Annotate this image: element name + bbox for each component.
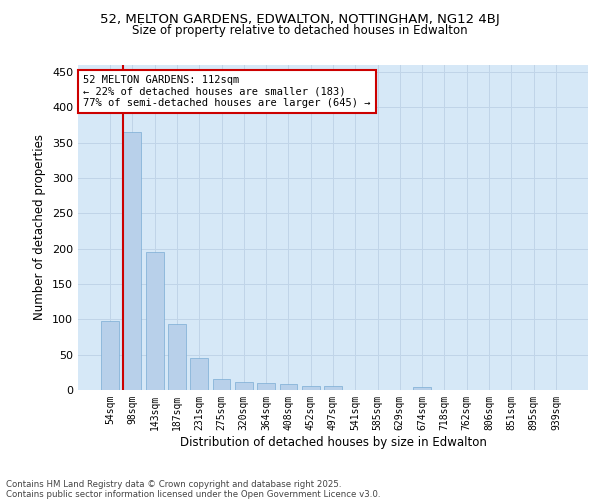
Bar (212, 380, 230, 390)
Bar (146, 252, 164, 390)
Bar (235, 382, 253, 390)
Bar (124, 132, 142, 390)
X-axis label: Distribution of detached houses by size in Edwalton: Distribution of detached houses by size … (179, 436, 487, 448)
Text: Contains HM Land Registry data © Crown copyright and database right 2025.
Contai: Contains HM Land Registry data © Crown c… (6, 480, 380, 499)
Text: Size of property relative to detached houses in Edwalton: Size of property relative to detached ho… (132, 24, 468, 37)
Y-axis label: Number of detached properties: Number of detached properties (34, 134, 46, 320)
Bar (302, 386, 320, 390)
Bar (190, 358, 208, 390)
Text: 52, MELTON GARDENS, EDWALTON, NOTTINGHAM, NG12 4BJ: 52, MELTON GARDENS, EDWALTON, NOTTINGHAM… (100, 12, 500, 26)
Bar (101, 321, 119, 390)
Bar (280, 384, 298, 390)
Bar (168, 324, 186, 390)
Bar (413, 387, 431, 390)
Text: 52 MELTON GARDENS: 112sqm
← 22% of detached houses are smaller (183)
77% of semi: 52 MELTON GARDENS: 112sqm ← 22% of detac… (83, 74, 371, 108)
Bar (257, 383, 275, 390)
Bar (324, 386, 342, 390)
